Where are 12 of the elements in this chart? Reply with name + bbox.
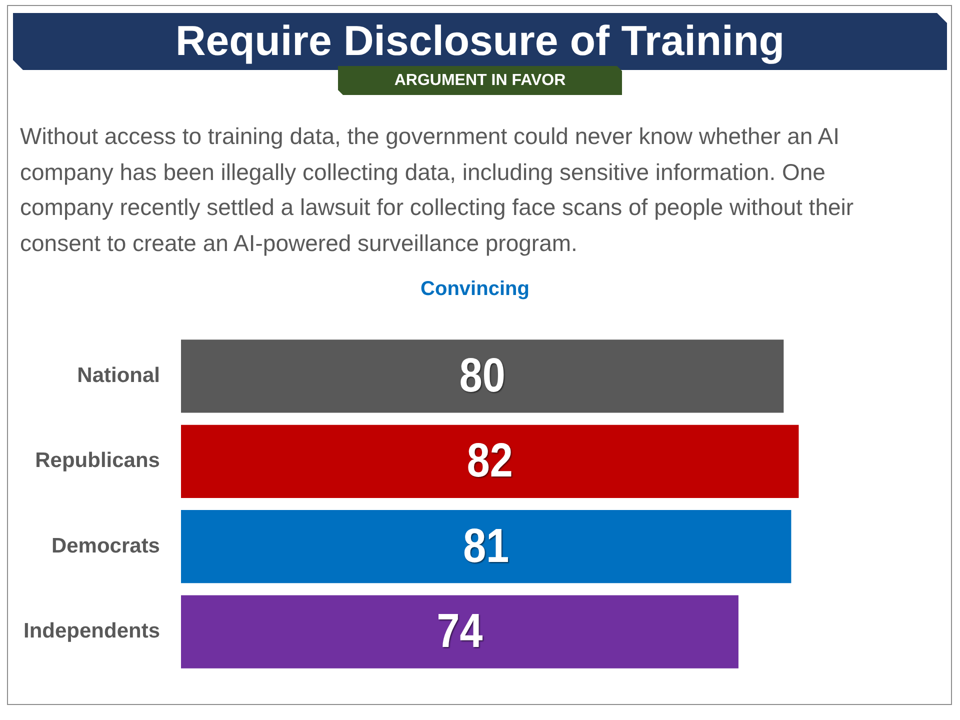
y-tick-label: Independents bbox=[23, 620, 160, 643]
data-label: 74 bbox=[436, 604, 483, 658]
y-tick-label: Democrats bbox=[51, 534, 160, 558]
y-tick-label: Republicans bbox=[35, 449, 160, 472]
x-axis-title: Convincing bbox=[420, 277, 530, 302]
data-label: 80 bbox=[459, 348, 506, 402]
y-tick-label: National bbox=[77, 364, 160, 387]
chart-subtitle: ARGUMENT IN FAVOR bbox=[394, 71, 566, 91]
chart-title: Require Disclosure of Training bbox=[175, 16, 785, 66]
text: Without access to training data, the government could never know whether an AI company has been illegally collecting data, including sensitive information. One company recently settled a lawsuit for collecting face scans of people without their consent to create an AI-powered surveillance program. bbox=[20, 122, 855, 258]
data-label: 82 bbox=[466, 434, 513, 488]
data-label: 81 bbox=[463, 518, 510, 573]
